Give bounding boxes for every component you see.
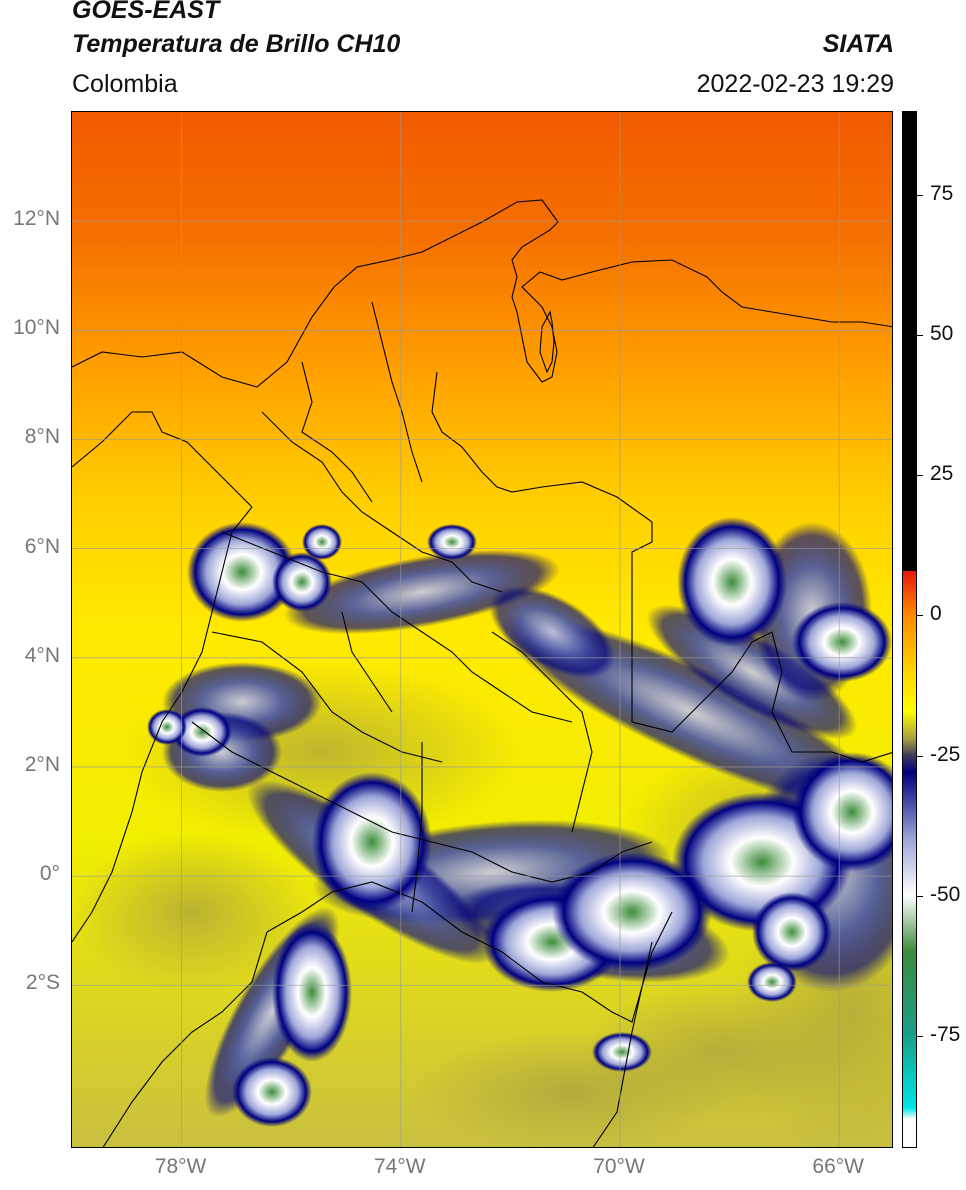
cloud-cell	[147, 709, 187, 745]
dept-lines-1	[261, 411, 503, 593]
cloud-cell	[488, 585, 616, 679]
dept-lines-4	[221, 531, 573, 723]
colorbar-tick-label: 25	[930, 462, 954, 486]
colorbar-tick-label: -25	[930, 742, 961, 766]
dept-lines-7	[411, 742, 423, 913]
cloud-cell	[72, 832, 312, 992]
cloud-cell	[747, 962, 797, 1002]
colorbar-tick-mark	[917, 755, 923, 757]
colombia-peru-border	[266, 881, 673, 1023]
brightness-temperature-map	[72, 112, 892, 1147]
lon-tick-label: 70°W	[593, 1155, 645, 1178]
colorbar-tick-mark	[917, 195, 923, 197]
lat-tick-label: 2°S	[25, 971, 60, 995]
region-label: Colombia	[72, 70, 178, 98]
cloud-cell	[232, 1057, 312, 1127]
dept-lines-2	[301, 361, 373, 503]
colorbar-tick-mark	[917, 895, 923, 897]
cloud-cell	[677, 517, 787, 647]
lat-tick-label: 8°N	[24, 425, 60, 449]
cloud-layer	[147, 517, 892, 1127]
product-title: Temperatura de Brillo CH10	[72, 30, 401, 58]
colorbar-tick-mark	[917, 615, 923, 617]
satellite-title: GOES-EAST	[72, 0, 220, 24]
dept-lines-9	[341, 611, 393, 713]
colorbar-tick-label: -75	[930, 1022, 961, 1046]
cloud-cell	[302, 524, 342, 560]
brazil-border	[631, 631, 892, 763]
lake-maracaibo	[539, 310, 555, 374]
cloud-cell	[172, 707, 232, 757]
cloud-cell	[427, 524, 477, 560]
cloud-cell	[582, 982, 862, 1122]
cloud-cell	[646, 604, 858, 740]
colombia-panama-border	[72, 411, 253, 508]
datetime-label: 2022-02-23 19:29	[696, 70, 894, 98]
lon-tick-label: 78°W	[154, 1155, 207, 1178]
dept-lines-6	[191, 721, 653, 883]
peru-brazil-line	[592, 941, 653, 1147]
colorbar-tick-label: 50	[930, 322, 954, 346]
graticule	[72, 112, 892, 1147]
colorbar-tick-label: 75	[930, 182, 954, 206]
cloud-cell	[592, 1032, 652, 1072]
cloud-cell	[187, 522, 297, 622]
colorbar-tick-mark	[917, 1035, 923, 1037]
caribbean-coast	[72, 199, 892, 388]
lat-tick-label: 6°N	[24, 534, 60, 558]
colorbar-tick-mark	[917, 475, 923, 477]
lat-tick-label: 12°N	[13, 207, 60, 231]
pacific-coast	[72, 506, 253, 943]
colorbar-tick-mark	[917, 335, 923, 337]
dept-lines-8	[491, 631, 593, 833]
colorbar-tick-label: -50	[930, 882, 961, 906]
dept-lines-5	[211, 631, 443, 763]
cloud-cell	[752, 892, 832, 972]
organization-label: SIATA	[822, 30, 894, 58]
cloud-cell	[792, 602, 892, 682]
map-panel[interactable]	[71, 111, 893, 1148]
ecuador-peru-border	[102, 931, 268, 1147]
lat-tick-label: 10°N	[13, 316, 60, 340]
lon-tick-label: 66°W	[812, 1155, 864, 1178]
cloud-cell	[792, 752, 892, 872]
cloud-cell	[272, 552, 332, 612]
dept-lines-3	[371, 301, 423, 483]
lat-tick-label: 0°	[39, 862, 60, 886]
colorbar-tick-label: 0	[930, 602, 942, 626]
cloud-cell	[272, 922, 352, 1062]
lon-tick-label: 74°W	[374, 1155, 426, 1178]
cloud-cell	[283, 549, 561, 635]
lat-tick-label: 4°N	[24, 643, 60, 667]
cloud-cell	[312, 772, 432, 912]
lat-tick-label: 2°N	[24, 752, 60, 776]
cloud-cell	[552, 852, 712, 972]
colorbar	[902, 111, 917, 1148]
